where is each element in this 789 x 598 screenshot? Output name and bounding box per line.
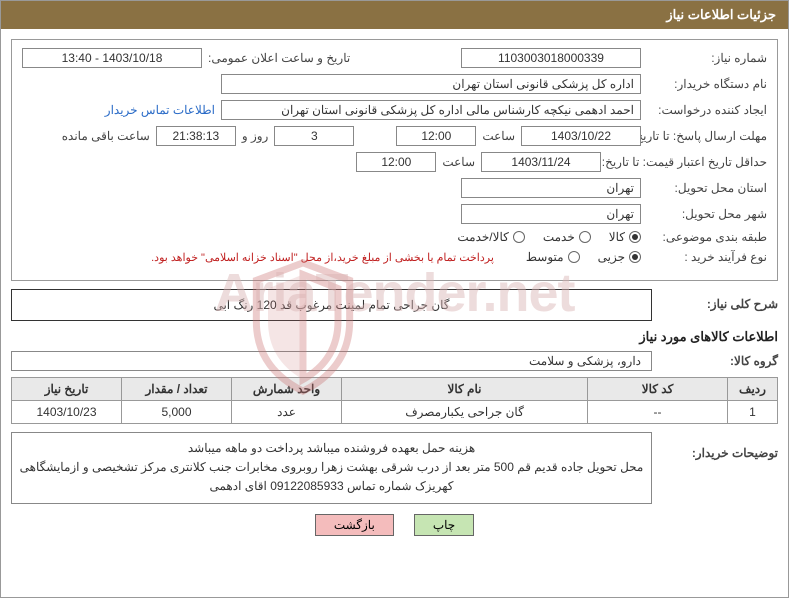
radio-label: کالا/خدمت — [457, 230, 508, 244]
table-cell: عدد — [232, 401, 342, 424]
field-price-hour: 12:00 — [356, 152, 436, 172]
label-requester: ایجاد کننده درخواست: — [647, 103, 767, 117]
radio-label: متوسط — [526, 250, 564, 264]
label-hours-left: ساعت باقی مانده — [62, 129, 150, 143]
overall-desc-box: گان جراحی تمام لمینت مرغوب قد 120 رنگ اب… — [11, 289, 652, 321]
field-buyer-org: اداره کل پزشکی قانونی استان تهران — [221, 74, 641, 94]
row-goods-group: گروه کالا: دارو، پزشکی و سلامت — [11, 351, 778, 371]
back-button[interactable]: بازگشت — [315, 514, 394, 536]
field-goods-group: دارو، پزشکی و سلامت — [11, 351, 652, 371]
button-row: چاپ بازگشت — [11, 514, 778, 536]
label-reply-deadline: مهلت ارسال پاسخ: تا تاریخ: — [647, 129, 767, 143]
label-overall-desc: شرح کلی نیاز: — [658, 289, 778, 321]
label-province: استان محل تحویل: — [647, 181, 767, 195]
label-announce-date: تاریخ و ساعت اعلان عمومی: — [208, 51, 350, 65]
field-province: تهران — [461, 178, 641, 198]
row-overall-desc: شرح کلی نیاز: گان جراحی تمام لمینت مرغوب… — [11, 289, 778, 321]
radio-icon — [579, 231, 591, 243]
field-city: تهران — [461, 204, 641, 224]
subject-cat-option-1[interactable]: خدمت — [543, 230, 591, 244]
label-city: شهر محل تحویل: — [647, 207, 767, 221]
field-announce-date: 1403/10/18 - 13:40 — [22, 48, 202, 68]
field-requester: احمد ادهمی نیکچه کارشناس مالی اداره کل پ… — [221, 100, 641, 120]
row-need-no: شماره نیاز: 1103003018000339 تاریخ و ساع… — [22, 48, 767, 68]
radio-icon — [629, 251, 641, 263]
row-reply-deadline: مهلت ارسال پاسخ: تا تاریخ: 1403/10/22 سا… — [22, 126, 767, 146]
buyer-contact-link[interactable]: اطلاعات تماس خریدار — [105, 103, 215, 117]
row-buyer-org: نام دستگاه خریدار: اداره کل پزشکی قانونی… — [22, 74, 767, 94]
label-subject-cat: طبقه بندی موضوعی: — [647, 230, 767, 244]
table-header-cell: نام کالا — [342, 378, 588, 401]
label-goods-group: گروه کالا: — [658, 354, 778, 368]
purchase-type-radios: جزیی متوسط — [526, 250, 641, 264]
details-box: شماره نیاز: 1103003018000339 تاریخ و ساع… — [11, 39, 778, 281]
row-price-validity: حداقل تاریخ اعتبار قیمت: تا تاریخ: 1403/… — [22, 152, 767, 172]
label-price-validity: حداقل تاریخ اعتبار قیمت: تا تاریخ: — [607, 155, 767, 169]
table-header-cell: تاریخ نیاز — [12, 378, 122, 401]
purchase-type-option-1[interactable]: متوسط — [526, 250, 580, 264]
field-price-date: 1403/11/24 — [481, 152, 601, 172]
goods-info-title: اطلاعات کالاهای مورد نیاز — [11, 329, 778, 345]
goods-table: ردیفکد کالانام کالاواحد شمارشتعداد / مقد… — [11, 377, 778, 424]
row-requester: ایجاد کننده درخواست: احمد ادهمی نیکچه کا… — [22, 100, 767, 120]
table-header-cell: کد کالا — [588, 378, 728, 401]
buyer-notes-row: توضیحات خریدار: هزینه حمل بعهده فروشنده … — [11, 432, 778, 504]
table-cell: -- — [588, 401, 728, 424]
label-hour-1: ساعت — [482, 129, 515, 143]
radio-label: کالا — [609, 230, 625, 244]
label-purchase-type: نوع فرآیند خرید : — [647, 250, 767, 264]
table-header-cell: تعداد / مقدار — [122, 378, 232, 401]
payment-note: پرداخت تمام یا بخشی از مبلغ خرید،از محل … — [151, 251, 494, 264]
buyer-notes-text: هزینه حمل بعهده فروشنده میباشد پرداخت دو… — [11, 432, 652, 504]
subject-cat-option-0[interactable]: کالا — [609, 230, 641, 244]
radio-label: جزیی — [598, 250, 625, 264]
header-title: جزئیات اطلاعات نیاز — [666, 7, 776, 22]
page-container: جزئیات اطلاعات نیاز شماره نیاز: 11030030… — [0, 0, 789, 598]
table-row: 1--گان جراحی یکبارمصرفعدد5,0001403/10/23 — [12, 401, 778, 424]
radio-icon — [513, 231, 525, 243]
field-days-left: 3 — [274, 126, 354, 146]
header-bar: جزئیات اطلاعات نیاز — [1, 1, 788, 29]
table-cell: 1 — [728, 401, 778, 424]
purchase-type-option-0[interactable]: جزیی — [598, 250, 641, 264]
row-subject-cat: طبقه بندی موضوعی: کالا خدمت کالا/خدمت — [22, 230, 767, 244]
label-buyer-org: نام دستگاه خریدار: — [647, 77, 767, 91]
table-cell: گان جراحی یکبارمصرف — [342, 401, 588, 424]
row-city: شهر محل تحویل: تهران — [22, 204, 767, 224]
print-button[interactable]: چاپ — [414, 514, 474, 536]
label-days-and: روز و — [242, 129, 269, 143]
table-cell: 1403/10/23 — [12, 401, 122, 424]
subject-cat-option-2[interactable]: کالا/خدمت — [457, 230, 524, 244]
row-purchase-type: نوع فرآیند خرید : جزیی متوسط پرداخت تمام … — [22, 250, 767, 264]
label-buyer-notes: توضیحات خریدار: — [658, 432, 778, 504]
label-hour-2: ساعت — [442, 155, 475, 169]
radio-icon — [568, 251, 580, 263]
content-area: شماره نیاز: 1103003018000339 تاریخ و ساع… — [1, 29, 788, 550]
table-header-cell: واحد شمارش — [232, 378, 342, 401]
field-need-no: 1103003018000339 — [461, 48, 641, 68]
table-header-cell: ردیف — [728, 378, 778, 401]
radio-label: خدمت — [543, 230, 575, 244]
label-need-no: شماره نیاز: — [647, 51, 767, 65]
field-reply-hour: 12:00 — [396, 126, 476, 146]
table-header-row: ردیفکد کالانام کالاواحد شمارشتعداد / مقد… — [12, 378, 778, 401]
overall-desc-text: گان جراحی تمام لمینت مرغوب قد 120 رنگ اب… — [213, 298, 449, 312]
table-body: 1--گان جراحی یکبارمصرفعدد5,0001403/10/23 — [12, 401, 778, 424]
subject-cat-radios: کالا خدمت کالا/خدمت — [457, 230, 641, 244]
field-reply-date: 1403/10/22 — [521, 126, 641, 146]
table-cell: 5,000 — [122, 401, 232, 424]
field-time-left: 21:38:13 — [156, 126, 236, 146]
row-province: استان محل تحویل: تهران — [22, 178, 767, 198]
radio-icon — [629, 231, 641, 243]
